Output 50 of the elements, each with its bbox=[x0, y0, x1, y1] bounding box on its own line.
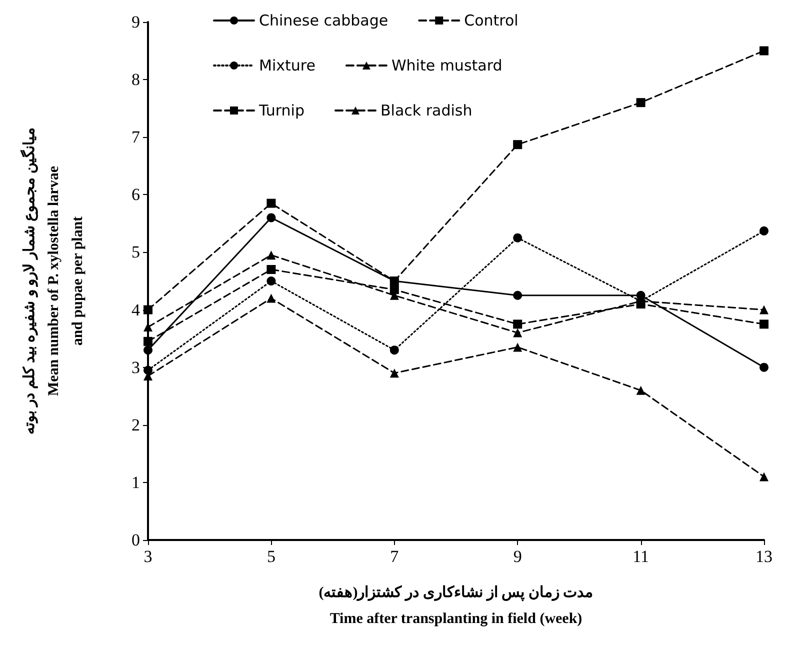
legend-label: Chinese cabbage bbox=[259, 12, 388, 30]
point bbox=[266, 294, 276, 303]
point bbox=[266, 264, 276, 274]
x-tick-label: 3 bbox=[144, 547, 152, 566]
point bbox=[513, 233, 522, 242]
point bbox=[513, 342, 522, 352]
point bbox=[636, 386, 646, 395]
point bbox=[760, 226, 768, 236]
x-tick-label: 11 bbox=[632, 547, 649, 566]
x-tick-label: 5 bbox=[266, 547, 276, 566]
point bbox=[760, 305, 768, 314]
y-tick-label: 4 bbox=[132, 300, 140, 320]
y-tick-label: 7 bbox=[132, 128, 140, 147]
legend-label: Turnip bbox=[258, 102, 304, 120]
legend-label: Black radish bbox=[380, 102, 472, 120]
point bbox=[144, 346, 152, 355]
y-tick-label: 6 bbox=[132, 185, 140, 204]
point bbox=[266, 250, 276, 260]
point bbox=[266, 213, 276, 222]
y-tick-label: 9 bbox=[132, 12, 140, 32]
point bbox=[636, 98, 646, 108]
y-tick-label: 1 bbox=[132, 472, 140, 492]
x-tick-label: 7 bbox=[390, 547, 400, 566]
point bbox=[513, 140, 522, 150]
point bbox=[144, 305, 152, 314]
point bbox=[390, 276, 399, 286]
point bbox=[266, 198, 276, 208]
y-tick-label: 5 bbox=[132, 242, 140, 262]
point bbox=[390, 285, 399, 294]
point bbox=[266, 276, 276, 286]
y-tick-label: 2 bbox=[132, 415, 140, 434]
point bbox=[390, 368, 399, 378]
point bbox=[760, 362, 768, 372]
point bbox=[760, 472, 768, 482]
point bbox=[390, 346, 399, 355]
legend-label: White mustard bbox=[391, 56, 502, 74]
point bbox=[760, 46, 768, 56]
x-tick-label: 9 bbox=[513, 547, 522, 566]
point bbox=[760, 320, 768, 329]
legend-label: Control bbox=[464, 12, 518, 30]
legend-label: Mixture bbox=[259, 56, 316, 74]
point bbox=[513, 320, 522, 329]
y-tick-label: 3 bbox=[132, 358, 140, 377]
y-tick-label: 8 bbox=[132, 70, 140, 90]
point bbox=[144, 336, 152, 346]
point bbox=[513, 290, 522, 300]
point bbox=[513, 328, 522, 338]
x-tick-label: 13 bbox=[756, 547, 772, 566]
point bbox=[144, 366, 152, 375]
y-tick-label: 0 bbox=[132, 530, 140, 550]
